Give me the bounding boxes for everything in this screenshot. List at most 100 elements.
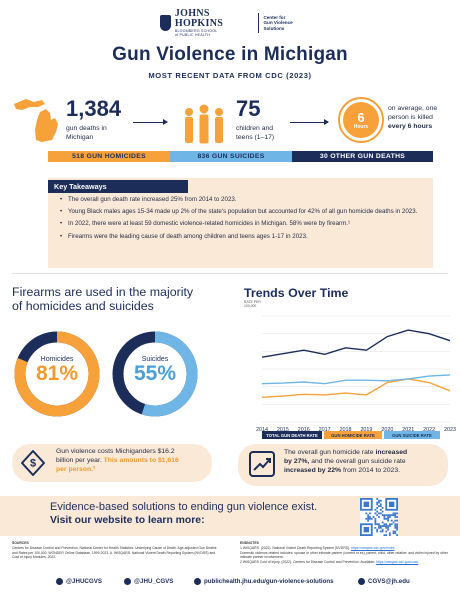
key-takeaways-heading: Key Takeaways [48, 180, 188, 193]
qr-module [387, 526, 389, 529]
qr-module [376, 503, 379, 506]
qr-module [374, 512, 377, 515]
section-divider [12, 273, 448, 274]
qr-module [383, 516, 386, 518]
qr-module [381, 528, 384, 531]
evidence-link-text[interactable]: Visit our website to learn more: [50, 515, 205, 526]
x-handle: @JHU_CGVS [134, 578, 174, 585]
qr-module [378, 526, 380, 529]
homicides-arc [14, 331, 100, 417]
y-axis-label-line-2: 100,000 [244, 304, 257, 308]
qr-module [387, 519, 389, 522]
footer-facebook[interactable]: @JHUCGVS [56, 578, 102, 585]
arrow-right-icon [133, 119, 168, 125]
cost-text-2b: This amounts to $1,616 [103, 457, 179, 464]
y-axis-label-line-1: RATE PER [244, 300, 261, 304]
endnote-2-link[interactable]: https://wisqars.cdc.gov/cost/ [375, 559, 419, 564]
qr-module [387, 528, 389, 531]
center-name-line-2: Gun Violence Solutions [263, 20, 293, 31]
qr-code-icon[interactable] [360, 498, 398, 536]
qr-module [374, 523, 377, 526]
x-icon [124, 578, 131, 585]
qr-module [369, 516, 371, 518]
qr-module [376, 498, 379, 500]
x-tick-label: 2019 [360, 427, 372, 433]
y-axis-label: RATE PER 100,000 [244, 300, 261, 308]
qr-module [369, 512, 371, 515]
qr-module [374, 519, 377, 522]
qr-module [376, 510, 379, 513]
x-tick-label: 2016 [298, 427, 310, 433]
qr-module [394, 516, 397, 518]
qr-module [378, 516, 380, 518]
endnote-1-text: 1 WISQARS. (2022). National Violent Deat… [240, 546, 350, 551]
qr-module [374, 508, 377, 511]
qr-module [372, 516, 375, 518]
x-tick-label: 2018 [340, 427, 352, 433]
frequency-line-3: every 6 hours [388, 123, 433, 130]
qr-module [396, 525, 398, 527]
qr-module [388, 516, 391, 518]
qr-module [392, 532, 395, 535]
trend-text-2a: by 27%, [284, 458, 310, 465]
qr-module [387, 514, 389, 517]
series-line-0 [261, 329, 451, 358]
trend-text-2b: and the overall gun suicide rate [311, 458, 406, 465]
qr-module [374, 526, 377, 529]
qr-module [392, 512, 395, 515]
qr-module [376, 530, 379, 533]
homicides-donut-label: Homicides 81% [13, 356, 101, 385]
endnote-1-link[interactable]: https://wisqars.cdc.gov/nvdrs [350, 546, 395, 551]
logo-main-text: JOHNS HOPKINS [174, 7, 224, 29]
series-line-1 [261, 378, 451, 398]
trend-text-1b: increased [375, 449, 408, 456]
qr-module [388, 514, 391, 517]
sources-block: SOURCES Centers for Disease Control and … [12, 541, 217, 560]
qr-module [394, 519, 397, 522]
frequency-line-2: person is killed [388, 114, 433, 121]
cost-text-2a: billion per year. [56, 457, 102, 464]
trend-text-3a: increased by 22% [284, 467, 342, 474]
x-tick-label: 2015 [277, 427, 289, 433]
cost-text-line-1: Gun violence costs Michiganders $16.2 [56, 448, 175, 455]
email-address: CGVS@jh.edu [368, 578, 410, 585]
qr-module [369, 517, 371, 520]
qr-module [387, 525, 389, 527]
legend-total: TOTAL GUN DEATH RATE [262, 431, 322, 439]
qr-module [396, 523, 398, 526]
footer-website[interactable]: publichealth.jhu.edu/gun-violence-soluti… [194, 578, 334, 585]
firearms-title-line-1: Firearms are used in the majority [12, 285, 194, 299]
legend-suicide: GUN SUICIDE RATE [384, 431, 440, 439]
children-figures-icon [185, 104, 223, 144]
qr-module [385, 525, 388, 527]
arrow-right-icon [290, 119, 329, 125]
qr-module [376, 528, 379, 531]
qr-module [376, 501, 379, 504]
qr-module [385, 534, 388, 536]
sources-text: Centers for Disease Control and Preventi… [12, 546, 217, 560]
qr-module [383, 534, 386, 536]
children-label-1: children and [236, 125, 274, 132]
qr-module [387, 516, 389, 518]
homicides-segment: 518 GUN HOMICIDES [48, 151, 170, 162]
clock-number: 6 [357, 109, 365, 125]
qr-module [385, 530, 388, 533]
endnote-1: 1 WISQARS. (2022). National Violent Deat… [240, 546, 448, 550]
endnotes-block: ENDNOTES 1 WISQARS. (2022). National Vio… [240, 541, 448, 564]
qr-module [387, 517, 389, 520]
footer-x[interactable]: @JHU_CGVS [124, 578, 173, 585]
footer-email[interactable]: CGVS@jh.edu [358, 578, 410, 585]
firearms-title-line-2: of homicides and suicides [12, 299, 154, 313]
qr-module [379, 525, 382, 527]
qr-module [394, 525, 397, 527]
qr-module [385, 514, 388, 517]
x-tick-label: 2023 [444, 427, 456, 433]
qr-module [396, 519, 398, 522]
qr-module [365, 517, 368, 520]
takeaway-item: The overall gun death rate increased 25%… [60, 196, 420, 204]
logo-sub-text-2: of PUBLIC HEALTH [174, 33, 210, 37]
qr-module [367, 519, 370, 522]
facebook-icon [56, 578, 63, 585]
qr-module [379, 505, 382, 508]
qr-module [388, 523, 391, 526]
